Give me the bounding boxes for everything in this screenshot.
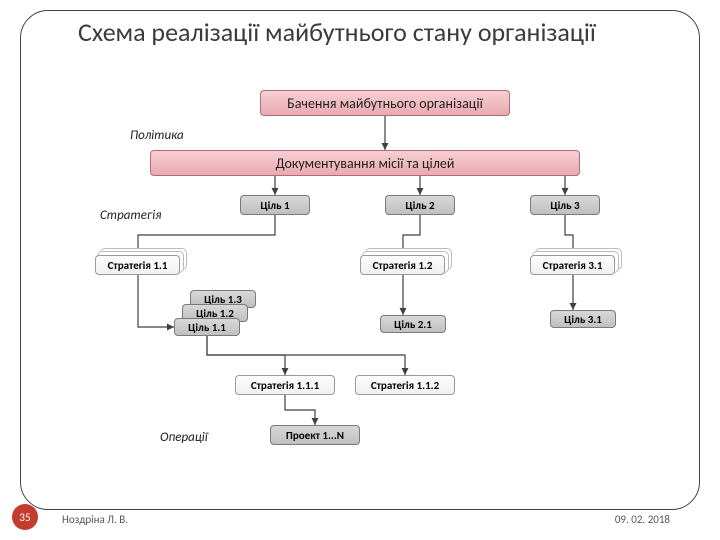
edge-strat111-project	[285, 395, 315, 425]
node-strat12: Стратегія 1.2	[360, 255, 445, 275]
footer: 35 Ноздріна Л. В. 09. 02. 2018	[0, 514, 720, 534]
node-goal2: Ціль 2	[385, 195, 455, 215]
diagram-area: Бачення майбутнього організації Документу…	[60, 90, 680, 500]
edge-goal11-strat112	[207, 336, 405, 375]
side-label-operations: Операції	[160, 430, 208, 445]
node-goal1: Ціль 1	[240, 195, 310, 215]
page-number: 35	[12, 504, 38, 530]
edge-strat11-goal11	[138, 275, 174, 327]
edge-goal3-strat31	[565, 215, 573, 255]
node-strat31: Стратегія 3.1	[530, 255, 615, 275]
slide-title: Схема реалізації майбутнього стану орган…	[78, 18, 660, 48]
edge-goal11-strat111	[207, 336, 285, 375]
node-goal21: Ціль 2.1	[380, 315, 446, 333]
edge-goal2-strat12	[403, 215, 420, 255]
node-project: Проект 1...N	[270, 425, 360, 445]
node-strat111: Стратегія 1.1.1	[235, 375, 335, 395]
node-goal31: Ціль 3.1	[550, 310, 616, 328]
date-label: 09. 02. 2018	[615, 513, 670, 526]
side-label-politics: Політика	[130, 128, 184, 143]
node-doc: Документування місії та цілей	[150, 150, 580, 176]
side-label-strategy: Стратегія	[100, 208, 161, 223]
node-strat112: Стратегія 1.1.2	[355, 375, 455, 395]
node-goal11: Ціль 1.1	[174, 318, 240, 336]
node-vision: Бачення майбутнього організації	[260, 90, 510, 116]
author-label: Ноздріна Л. В.	[62, 513, 128, 526]
node-strat11: Стратегія 1.1	[95, 255, 180, 275]
node-goal3: Ціль 3	[530, 195, 600, 215]
